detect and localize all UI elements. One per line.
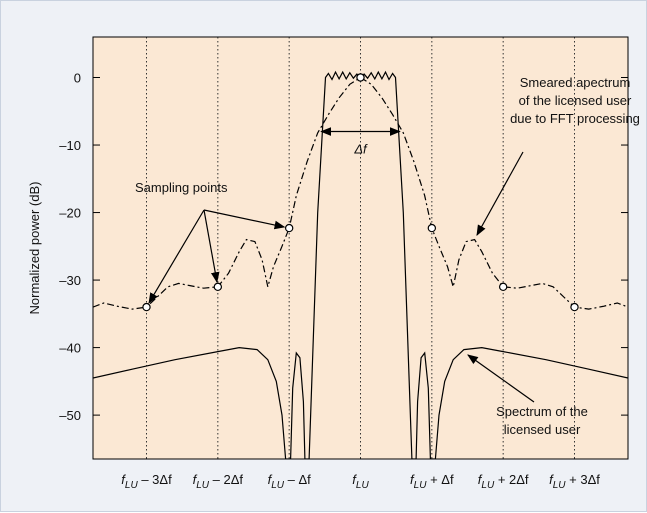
x-tick-label: fLU – 2Δf xyxy=(193,472,244,491)
sampling-point xyxy=(356,73,365,82)
sampling-point xyxy=(142,302,151,312)
sampling-point xyxy=(570,302,579,312)
y-tick-label: –10 xyxy=(59,138,81,153)
x-tick-label: fLU – 3Δf xyxy=(121,472,172,491)
sampling-points-label: Sampling points xyxy=(135,180,228,195)
smeared-label-line: due to FFT processing xyxy=(510,111,640,126)
sampling-point xyxy=(213,282,223,292)
plot-frame xyxy=(92,36,629,460)
y-tick-label: –30 xyxy=(59,273,81,288)
x-tick-label: fLU xyxy=(352,472,369,491)
series-line-smeared xyxy=(93,76,628,310)
sampling-arrow xyxy=(203,209,220,283)
sampling-arrow xyxy=(203,209,286,230)
x-tick-label: fLU + Δf xyxy=(410,472,454,491)
x-tick-label: fLU + 2Δf xyxy=(478,472,529,491)
spectrum-label-line: licensed user xyxy=(504,422,581,437)
smeared-arrow xyxy=(476,151,524,236)
y-tick-label: –50 xyxy=(59,408,81,423)
x-tick-label: fLU + 3Δf xyxy=(549,472,600,491)
y-tick-label: –20 xyxy=(59,206,81,221)
y-axis-title: Normalized power (dB) xyxy=(27,182,42,315)
y-tick-label: 0 xyxy=(74,71,81,86)
spectrum-label-line: Spectrum of the xyxy=(496,404,588,419)
y-tick-label: –40 xyxy=(59,341,81,356)
spectrum-arrow xyxy=(467,354,535,403)
smeared-label-line: of the licensed user xyxy=(519,93,632,108)
x-tick-label: fLU – Δf xyxy=(268,472,312,491)
sampling-point xyxy=(498,282,508,292)
sampling-point xyxy=(427,223,437,233)
sampling-arrow xyxy=(148,209,205,304)
sampling-point xyxy=(284,223,294,233)
smeared-label-line: Smeared apectrum xyxy=(520,75,631,90)
delta-f-label: Δf xyxy=(353,142,368,157)
